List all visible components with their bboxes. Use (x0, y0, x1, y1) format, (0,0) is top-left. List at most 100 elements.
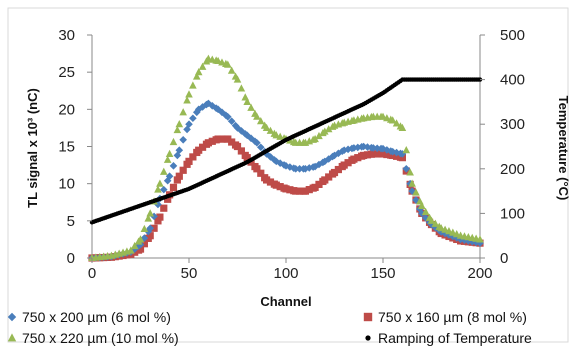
legend-marker-diamond (7, 312, 17, 322)
data-point-triangle (130, 241, 139, 250)
y-right-tick-label: 500 (500, 27, 525, 44)
data-point-diamond (237, 127, 246, 135)
data-point-diamond (464, 237, 473, 245)
data-point-triangle (247, 103, 255, 111)
data-point-diamond (189, 114, 197, 123)
data-point-diamond (305, 164, 314, 172)
data-point-triangle (233, 75, 242, 83)
data-point-triangle (406, 168, 414, 176)
data-point-diamond (311, 162, 319, 171)
data-point-triangle (476, 235, 484, 243)
data-point-diamond (276, 159, 284, 167)
data-point-triangle (163, 155, 172, 163)
data-point-diamond (159, 185, 168, 194)
data-point-triangle (224, 60, 232, 68)
data-point-triangle (388, 116, 397, 124)
data-point-diamond (295, 165, 304, 173)
data-point-square (150, 224, 158, 232)
series-3 (88, 54, 484, 262)
data-point-triangle (421, 207, 430, 215)
data-point-square (169, 183, 178, 191)
data-point-triangle (194, 67, 203, 76)
data-point-diamond (173, 151, 182, 160)
data-point-triangle (192, 72, 201, 80)
data-point-diamond (154, 200, 162, 209)
y-left-tick-label: 25 (58, 64, 75, 81)
data-point-diamond (243, 131, 251, 140)
data-point-triangle (408, 179, 416, 187)
data-point-diamond (198, 103, 207, 111)
data-point-diamond (402, 165, 411, 173)
data-point-triangle (418, 201, 426, 210)
y-left-tick-label: 15 (58, 139, 75, 156)
data-point-diamond (334, 149, 343, 158)
legend-item-series-4: Ramping of Temperature (365, 330, 532, 346)
data-point-triangle (175, 120, 184, 128)
data-point-diamond (291, 165, 300, 173)
x-tick-label: 100 (273, 265, 298, 282)
x-tick-label: 0 (88, 265, 96, 282)
y-left-tick-label: 20 (58, 101, 75, 118)
data-point-diamond (472, 238, 480, 247)
y-right-tick-label: 300 (500, 116, 525, 133)
y-axis-left-title: TL signal x 10³ (nC) (25, 88, 40, 208)
data-point-triangle (311, 134, 319, 143)
legend-label: 750 x 220 µm (10 mol %) (22, 330, 179, 346)
legend-item-series-1: 750 x 200 µm (6 mol %) (7, 309, 171, 325)
data-point-triangle (431, 219, 440, 227)
data-point-diamond (421, 214, 430, 222)
data-point-triangle (227, 66, 236, 74)
data-point-diamond (256, 143, 265, 152)
data-point-diamond (373, 144, 381, 153)
data-point-triangle (392, 119, 401, 127)
y-left-tick-label: 0 (67, 250, 75, 267)
data-point-triangle (136, 235, 145, 243)
data-point-triangle (146, 209, 154, 217)
data-point-triangle (412, 188, 420, 196)
data-point-triangle (185, 90, 193, 98)
data-point-diamond (262, 150, 271, 158)
y-left-tick-label: 30 (58, 27, 75, 44)
data-point-diamond (379, 144, 387, 153)
legend-marker-circle (365, 335, 371, 341)
data-point-triangle (262, 123, 271, 131)
series-4 (89, 77, 483, 225)
data-point-square (175, 172, 183, 180)
data-point-diamond (392, 148, 401, 157)
data-point-triangle (198, 62, 207, 70)
data-point-triangle (165, 149, 174, 157)
data-point-triangle (183, 96, 191, 104)
y-axis-right-title: Temperature (°C) (556, 96, 571, 201)
data-point-diamond (266, 153, 275, 161)
data-point-triangle (159, 167, 168, 175)
data-point-diamond (324, 155, 333, 163)
data-point-triangle (237, 84, 246, 92)
data-point-diamond (253, 138, 261, 147)
data-point-diamond (144, 227, 153, 236)
data-point-triangle (256, 117, 265, 125)
data-point-diamond (344, 145, 352, 154)
y-left-tick-label: 10 (58, 176, 75, 193)
x-tick-label: 50 (181, 265, 198, 282)
data-point-diamond (350, 144, 358, 152)
data-point-diamond (179, 136, 187, 144)
chart-border (7, 7, 569, 343)
data-point-triangle (324, 125, 333, 133)
data-point-diamond (315, 160, 323, 169)
data-point-diamond (418, 209, 426, 218)
y-right-tick-label: 400 (500, 72, 525, 89)
data-point-diamond (175, 146, 184, 155)
data-point-diamond (227, 117, 236, 126)
data-point-diamond (192, 108, 201, 117)
data-point-triangle (144, 214, 153, 222)
data-point-triangle (169, 137, 178, 146)
data-point-diamond (146, 224, 154, 233)
data-point-diamond (427, 220, 436, 229)
data-point-diamond (398, 150, 407, 158)
legend-label: 750 x 160 µm (8 mol %) (378, 309, 527, 325)
data-point-diamond (272, 157, 281, 166)
data-point-triangle (140, 224, 149, 233)
